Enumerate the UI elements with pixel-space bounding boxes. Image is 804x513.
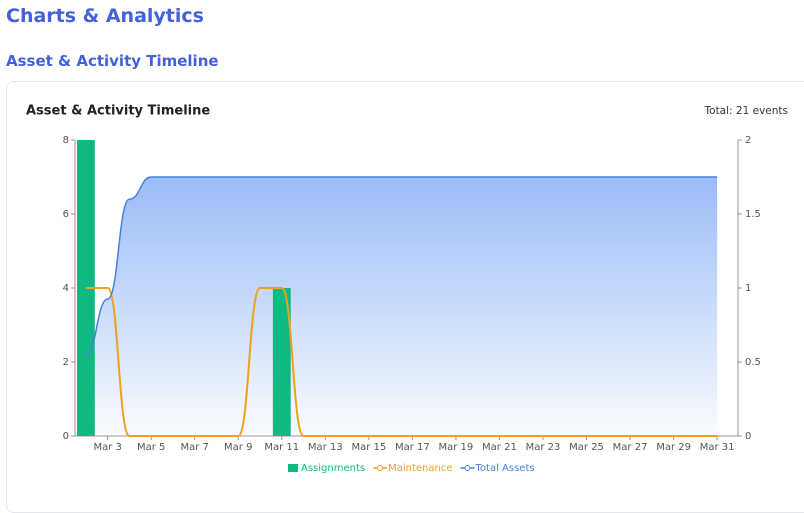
area <box>85 177 718 436</box>
x-tick-label: Mar 7 <box>181 442 209 453</box>
y-tick-label: 4 <box>63 283 69 294</box>
x-tick-label: Mar 17 <box>395 442 430 453</box>
legend-swatch <box>288 464 298 472</box>
chart-title: Asset & Activity Timeline <box>26 104 210 119</box>
x-tick-label: Mar 31 <box>700 442 735 453</box>
annotation: Total: 21 events <box>704 105 788 117</box>
legend-label: Assignments <box>301 463 365 474</box>
x-tick-label: Mar 5 <box>137 442 165 453</box>
y2-tick-label: 2 <box>745 135 751 146</box>
x-tick-label: Mar 3 <box>93 442 121 453</box>
y-tick-label: 0 <box>63 431 69 442</box>
page: Charts & Analytics Asset & Activity Time… <box>6 5 804 513</box>
y2-tick-label: 1 <box>745 283 751 294</box>
y-tick-label: 2 <box>63 357 69 368</box>
x-tick-label: Mar 27 <box>613 442 648 453</box>
y-tick-label: 6 <box>63 209 69 220</box>
y-tick-label: 8 <box>63 135 69 146</box>
legend-swatch <box>377 465 384 471</box>
legend-label: Total Assets <box>475 463 535 474</box>
legend-label: Maintenance <box>388 463 452 474</box>
x-tick-label: Mar 15 <box>351 442 386 453</box>
chart: Asset & Activity Timeline Total: 21 even… <box>26 104 788 475</box>
x-tick-label: Mar 25 <box>569 442 604 453</box>
y2-tick-label: 0.5 <box>745 357 761 368</box>
x-tick-label: Mar 19 <box>439 442 474 453</box>
x-tick-label: Mar 13 <box>308 442 343 453</box>
line <box>85 176 718 356</box>
legend-swatch <box>464 465 471 471</box>
y2-tick-label: 0 <box>745 431 751 442</box>
y2-tick-label: 1.5 <box>745 209 761 220</box>
x-tick-label: Mar 23 <box>526 442 561 453</box>
x-tick-label: Mar 11 <box>264 442 299 453</box>
x-tick-label: Mar 9 <box>224 442 252 453</box>
x-tick-label: Mar 29 <box>656 442 691 453</box>
section-title: Asset & Activity Timeline <box>6 52 219 70</box>
x-tick-label: Mar 21 <box>482 442 517 453</box>
bar <box>272 288 291 436</box>
page-title: Charts & Analytics <box>6 5 204 27</box>
line <box>85 287 718 437</box>
